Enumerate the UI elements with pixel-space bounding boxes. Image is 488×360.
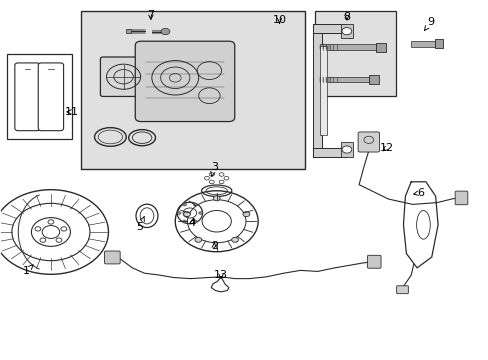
Circle shape: [161, 28, 169, 35]
Text: 12: 12: [379, 143, 393, 153]
FancyBboxPatch shape: [454, 191, 467, 205]
Bar: [312, 24, 321, 157]
Text: 11: 11: [64, 107, 78, 117]
FancyBboxPatch shape: [135, 41, 234, 122]
Bar: [320, 45, 327, 135]
Circle shape: [243, 212, 249, 217]
Text: 7: 7: [147, 10, 154, 20]
Circle shape: [183, 212, 190, 217]
FancyBboxPatch shape: [100, 57, 146, 96]
FancyBboxPatch shape: [15, 63, 40, 131]
Bar: [126, 30, 131, 33]
Circle shape: [341, 28, 351, 35]
Text: 6: 6: [413, 188, 424, 198]
FancyBboxPatch shape: [104, 251, 120, 264]
Text: 10: 10: [272, 15, 286, 26]
Circle shape: [213, 196, 220, 201]
Bar: [315, 12, 395, 96]
Circle shape: [182, 203, 186, 206]
Text: 3: 3: [210, 162, 217, 176]
FancyBboxPatch shape: [366, 255, 380, 268]
Circle shape: [193, 220, 197, 223]
FancyBboxPatch shape: [38, 63, 63, 131]
Circle shape: [177, 212, 181, 215]
Bar: [410, 41, 434, 46]
Bar: [6, 54, 72, 139]
Circle shape: [198, 212, 202, 215]
Bar: [340, 24, 352, 39]
Circle shape: [61, 227, 67, 231]
Circle shape: [48, 220, 54, 224]
Circle shape: [182, 220, 186, 223]
Text: 13: 13: [214, 270, 227, 280]
Text: 2: 2: [210, 241, 217, 251]
Circle shape: [231, 237, 238, 242]
Bar: [320, 44, 375, 50]
Circle shape: [341, 146, 351, 153]
Circle shape: [195, 237, 202, 242]
Circle shape: [0, 190, 108, 274]
Text: 1: 1: [22, 265, 33, 276]
Circle shape: [40, 238, 46, 242]
Text: 8: 8: [343, 12, 350, 22]
FancyBboxPatch shape: [357, 132, 379, 152]
Bar: [368, 75, 378, 84]
Text: 4: 4: [188, 218, 196, 228]
Bar: [312, 24, 345, 33]
Circle shape: [56, 238, 62, 242]
Bar: [320, 77, 368, 82]
Text: 9: 9: [424, 17, 433, 31]
Bar: [434, 40, 443, 48]
Bar: [312, 148, 345, 157]
Bar: [340, 142, 352, 157]
Circle shape: [35, 227, 41, 231]
Text: 5: 5: [136, 216, 144, 231]
Circle shape: [193, 203, 197, 206]
FancyBboxPatch shape: [396, 286, 407, 294]
Bar: [81, 12, 305, 169]
Bar: [375, 43, 385, 51]
